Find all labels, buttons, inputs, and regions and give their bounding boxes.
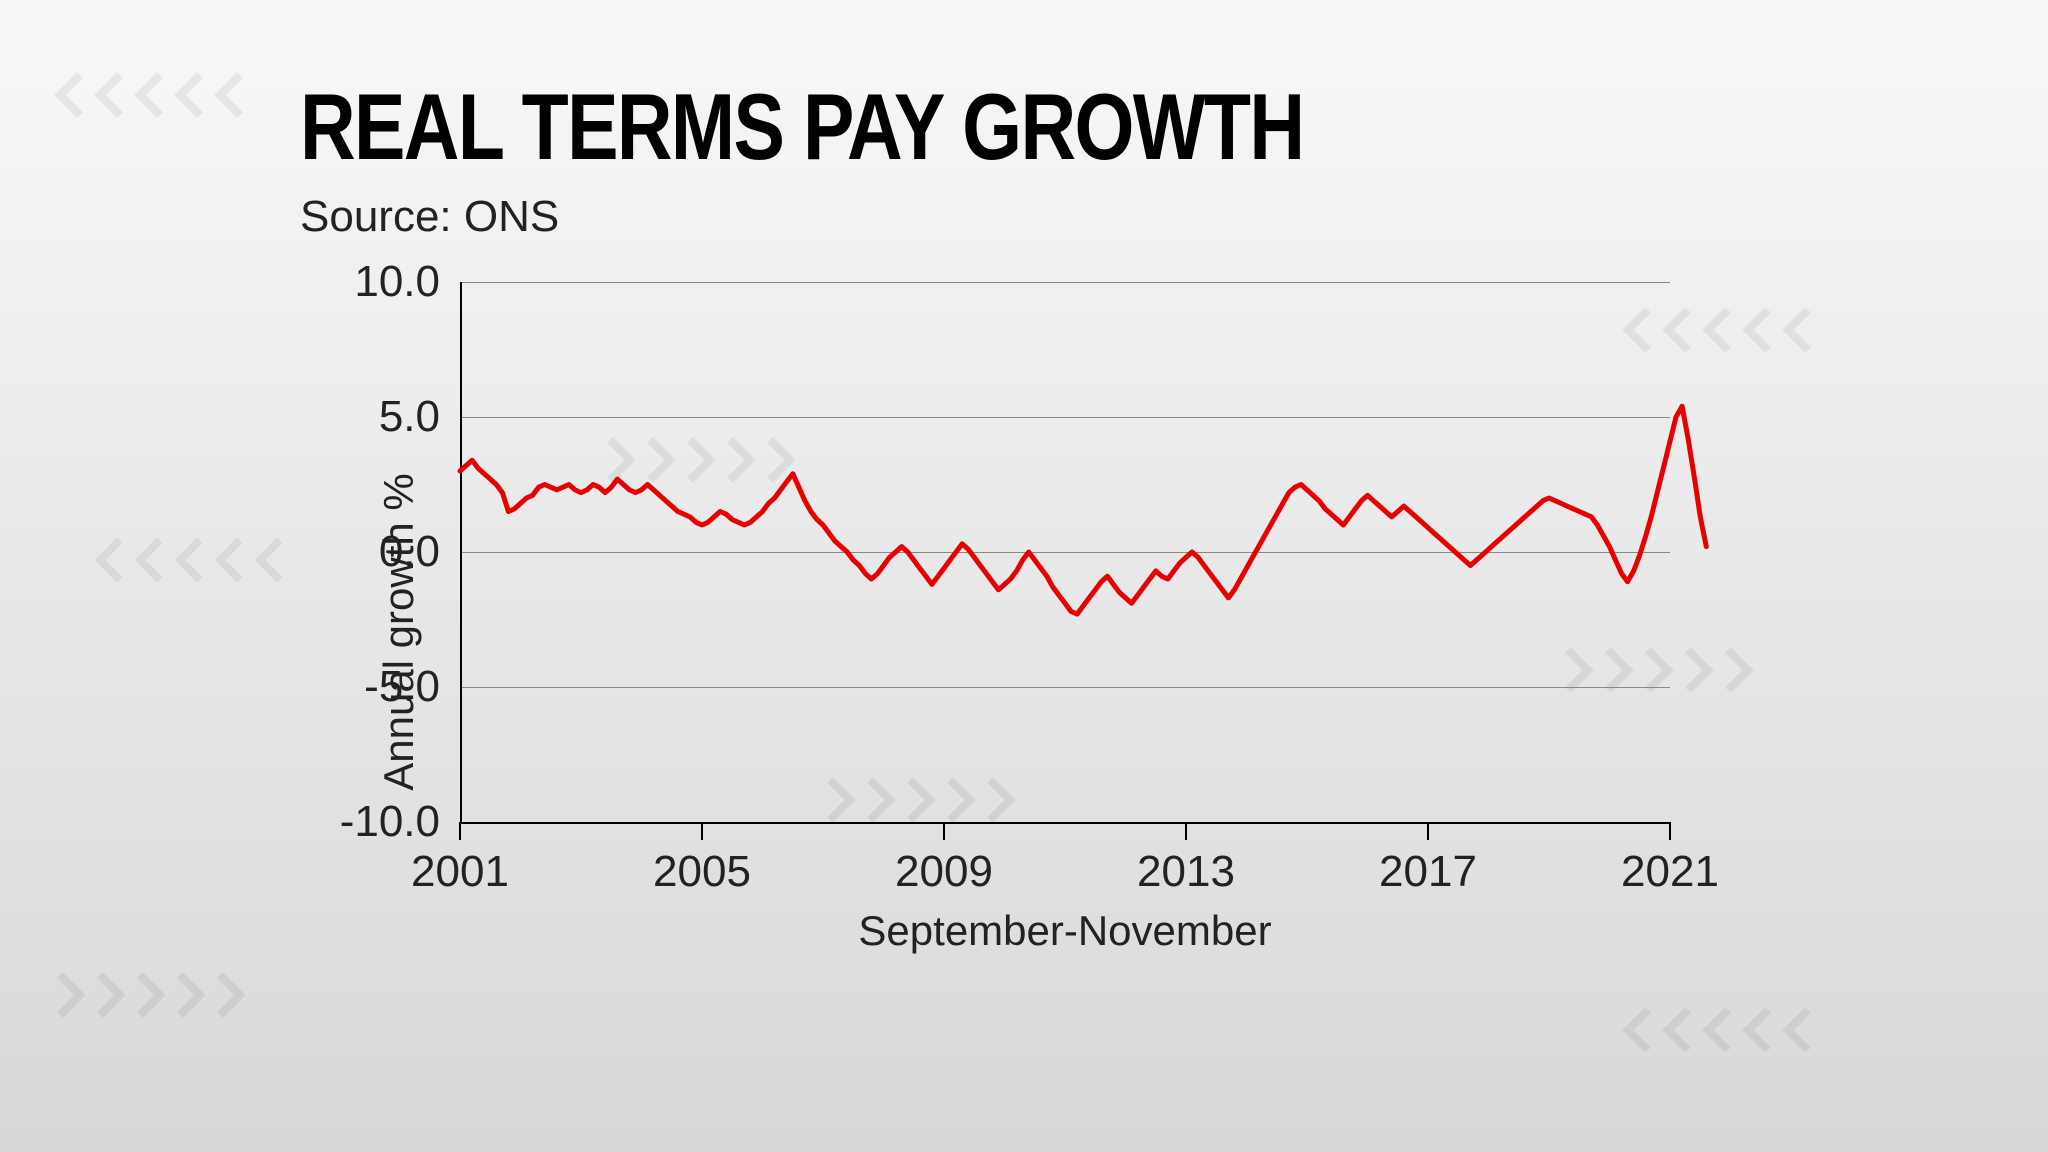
y-axis-label: Annual growth % <box>375 473 423 791</box>
x-tick-label: 2017 <box>1379 847 1477 897</box>
y-tick-label: 10.0 <box>354 257 440 307</box>
y-tick-label: -10.0 <box>340 797 440 847</box>
chart-source: Source: ONS <box>300 192 1800 242</box>
chart-container: REAL TERMS PAY GROWTH Source: ONS Annual… <box>300 80 1800 982</box>
y-tick-label: -5.0 <box>364 662 440 712</box>
x-tick-label: 2005 <box>653 847 751 897</box>
x-tick-label: 2013 <box>1137 847 1235 897</box>
chart-title: REAL TERMS PAY GROWTH <box>300 80 1530 174</box>
bg-chevrons-bottom-right <box>1618 1000 1918 1060</box>
x-tick-label: 2021 <box>1621 847 1719 897</box>
x-axis-label: September-November <box>858 907 1271 955</box>
y-tick-label: 5.0 <box>379 392 440 442</box>
plot-area: 200120052009201320172021 September-Novem… <box>460 282 1670 822</box>
y-tick-label: 0.0 <box>379 527 440 577</box>
chart-area: Annual growth % -10.0-5.00.05.010.0 2001… <box>300 282 1700 982</box>
line-chart-svg <box>460 282 1670 822</box>
x-tick-label: 2001 <box>411 847 509 897</box>
x-tick-label: 2009 <box>895 847 993 897</box>
x-axis <box>460 822 1670 824</box>
data-series-line <box>460 406 1706 614</box>
